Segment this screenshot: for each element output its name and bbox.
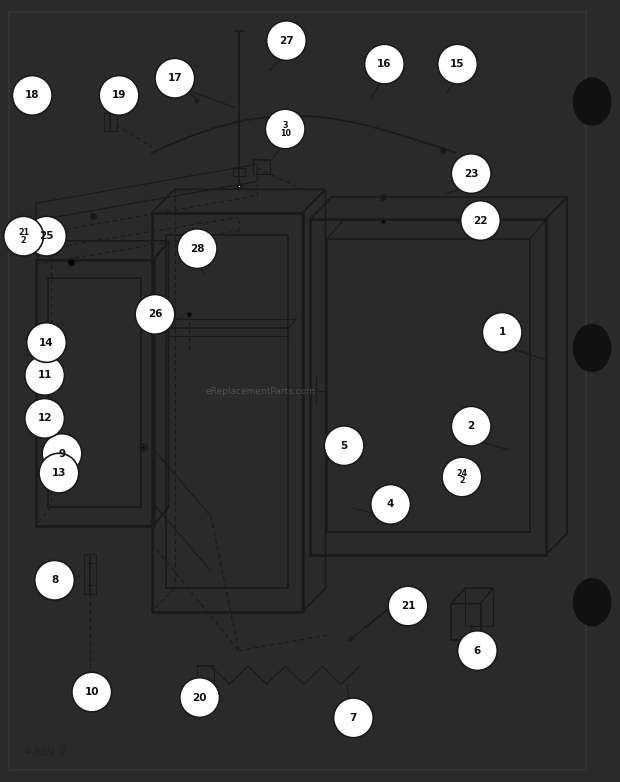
Text: 2: 2 — [467, 421, 475, 431]
Text: 18: 18 — [25, 91, 40, 100]
Ellipse shape — [267, 21, 306, 60]
Ellipse shape — [35, 561, 74, 600]
Text: 19: 19 — [112, 91, 126, 100]
Text: 11: 11 — [37, 371, 52, 380]
Ellipse shape — [451, 154, 491, 193]
Text: 21: 21 — [401, 601, 415, 611]
Text: 5: 5 — [340, 441, 348, 450]
Text: 4 REV. 2: 4 REV. 2 — [24, 747, 66, 757]
Text: 24
2: 24 2 — [456, 468, 467, 486]
Ellipse shape — [461, 201, 500, 240]
Text: 21
2: 21 2 — [18, 228, 29, 245]
Text: 17: 17 — [167, 74, 182, 83]
Ellipse shape — [25, 399, 64, 438]
Ellipse shape — [177, 229, 217, 268]
Text: 20: 20 — [192, 693, 207, 702]
Ellipse shape — [324, 426, 364, 465]
Text: 23: 23 — [464, 169, 479, 178]
Text: 10: 10 — [84, 687, 99, 697]
Text: 25: 25 — [39, 231, 54, 241]
Text: 7: 7 — [350, 713, 357, 723]
Ellipse shape — [12, 76, 52, 115]
Ellipse shape — [371, 485, 410, 524]
Text: 14: 14 — [39, 338, 54, 347]
Text: 8: 8 — [51, 576, 58, 585]
Ellipse shape — [135, 295, 175, 334]
Ellipse shape — [25, 356, 64, 395]
Circle shape — [574, 78, 611, 125]
Text: 6: 6 — [474, 646, 481, 655]
Text: 9: 9 — [58, 449, 66, 458]
Text: 28: 28 — [190, 244, 205, 253]
Circle shape — [574, 325, 611, 371]
Text: 12: 12 — [37, 414, 52, 423]
Ellipse shape — [442, 457, 482, 497]
Ellipse shape — [99, 76, 139, 115]
Ellipse shape — [180, 678, 219, 717]
Text: 1: 1 — [498, 328, 506, 337]
Text: eReplacementParts.com: eReplacementParts.com — [205, 386, 316, 396]
Ellipse shape — [365, 45, 404, 84]
Ellipse shape — [451, 407, 491, 446]
Ellipse shape — [27, 323, 66, 362]
Ellipse shape — [482, 313, 522, 352]
Text: 27: 27 — [279, 36, 294, 45]
Ellipse shape — [438, 45, 477, 84]
Ellipse shape — [155, 59, 195, 98]
Ellipse shape — [42, 434, 82, 473]
Ellipse shape — [265, 109, 305, 149]
Text: 26: 26 — [148, 310, 162, 319]
Ellipse shape — [388, 586, 428, 626]
Ellipse shape — [27, 217, 66, 256]
Text: 22: 22 — [473, 216, 488, 225]
Text: 13: 13 — [51, 468, 66, 478]
Ellipse shape — [4, 217, 43, 256]
Ellipse shape — [458, 631, 497, 670]
Circle shape — [574, 579, 611, 626]
Ellipse shape — [39, 454, 79, 493]
Text: 16: 16 — [377, 59, 392, 69]
Text: 15: 15 — [450, 59, 465, 69]
Text: 3
10: 3 10 — [280, 120, 291, 138]
Ellipse shape — [334, 698, 373, 737]
Text: 4: 4 — [387, 500, 394, 509]
Ellipse shape — [72, 673, 112, 712]
